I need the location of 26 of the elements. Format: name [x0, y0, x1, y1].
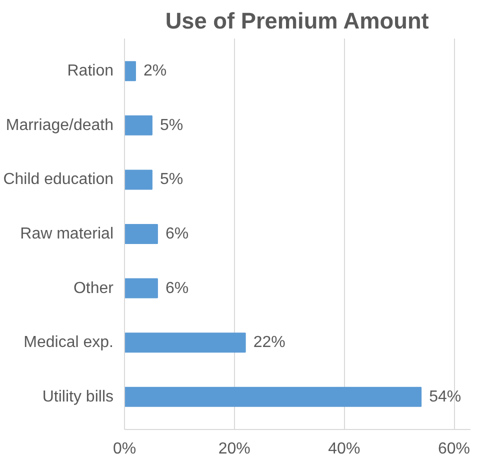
bar [124, 332, 246, 353]
chart-title: Use of Premium Amount [165, 8, 430, 34]
y-tick-label: Utility bills [42, 388, 114, 406]
y-tick-label: Child education [3, 171, 114, 188]
y-tick-label: Raw material [20, 226, 114, 242]
bar [124, 224, 158, 244]
y-tick-label: Marriage/death [6, 116, 114, 134]
data-label: 2% [143, 62, 167, 80]
data-label: 6% [165, 280, 189, 297]
data-label: 54% [429, 388, 462, 406]
x-tick-label: 40% [328, 440, 360, 458]
bar [124, 170, 152, 190]
y-tick-label: Medical exp. [24, 334, 114, 352]
x-tick-label: 0% [112, 440, 136, 458]
y-tick-label: Other [73, 280, 114, 297]
bar [124, 278, 158, 298]
data-label: 22% [253, 334, 286, 352]
x-tick-label: 60% [438, 440, 470, 458]
y-tick-label: Ration [67, 62, 114, 80]
data-label: 6% [165, 226, 189, 242]
x-tick-label: 20% [218, 440, 250, 458]
bar [124, 115, 152, 136]
data-label: 5% [160, 116, 184, 134]
bar [124, 61, 136, 82]
data-label: 5% [160, 171, 184, 188]
bar [124, 386, 422, 407]
